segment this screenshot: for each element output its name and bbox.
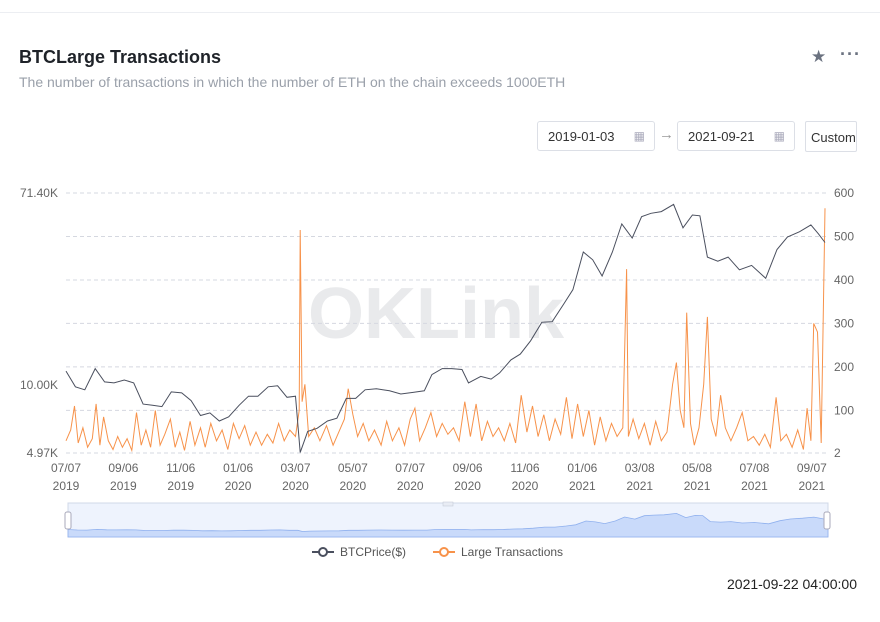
x-tick-label: 09/06: [108, 461, 138, 475]
x-tick-year-label: 2021: [684, 479, 711, 493]
y-right-tick-label: 400: [834, 273, 854, 287]
start-date-input[interactable]: 2019-01-03 ▦: [537, 121, 655, 151]
x-tick-label: 07/07: [395, 461, 425, 475]
series-btc-price: [65, 203, 826, 453]
custom-button[interactable]: Custom: [805, 121, 857, 152]
end-date-input[interactable]: 2021-09-21 ▦: [677, 121, 795, 151]
page-title: BTCLarge Transactions: [19, 47, 222, 67]
legend-label: Large Transactions: [461, 545, 564, 559]
x-tick-label: 01/06: [223, 461, 253, 475]
y-left-tick-label: 10.00K: [20, 378, 58, 392]
x-tick-year-label: 2020: [397, 479, 424, 493]
x-tick-label: 11/06: [166, 461, 195, 475]
y-left-tick-label: 71.40K: [20, 186, 58, 200]
x-tick-label: 09/07: [797, 461, 827, 475]
range-arrow: →: [659, 126, 674, 143]
navigator[interactable]: [64, 501, 831, 538]
x-tick-label: 07/07: [51, 461, 81, 475]
y-right-tick-label: 300: [834, 316, 854, 330]
navigator-area: [67, 512, 829, 538]
end-date-value: 2021-09-21: [688, 129, 755, 144]
navigator-drag-handle[interactable]: [442, 501, 454, 507]
x-tick-year-label: 2019: [110, 479, 137, 493]
legend-label: BTCPrice($): [340, 545, 407, 559]
x-tick-year-label: 2019: [167, 479, 194, 493]
watermark: OKLink: [308, 274, 565, 354]
y-right-tick-label: 100: [834, 403, 854, 417]
x-tick-year-label: 2021: [798, 479, 825, 493]
calendar-icon: ▦: [773, 129, 785, 143]
y-right-tick-label: 2: [834, 446, 841, 460]
x-tick-label: 09/06: [453, 461, 483, 475]
x-tick-year-label: 2020: [225, 479, 252, 493]
page-subtitle: The number of transactions in which the …: [19, 74, 566, 90]
navigator-left-handle[interactable]: [64, 511, 72, 530]
x-tick-year-label: 2021: [569, 479, 596, 493]
x-tick-year-label: 2019: [53, 479, 80, 493]
x-tick-year-label: 2021: [626, 479, 653, 493]
legend-marker-icon: [312, 547, 334, 557]
x-tick-year-label: 2020: [282, 479, 309, 493]
x-tick-label: 05/08: [682, 461, 712, 475]
legend-btc[interactable]: BTCPrice($): [312, 545, 406, 559]
y-left-tick-label: 4.97K: [27, 446, 58, 460]
x-tick-label: 11/06: [510, 461, 539, 475]
x-tick-year-label: 2020: [454, 479, 481, 493]
star-icon[interactable]: ★: [811, 47, 827, 66]
series-large-transactions: [65, 208, 826, 453]
x-tick-label: 01/06: [567, 461, 597, 475]
timestamp: 2021-09-22 04:00:00: [727, 576, 857, 592]
calendar-icon: ▦: [633, 129, 645, 143]
top-divider: [0, 12, 880, 13]
legend-marker-icon: [433, 547, 455, 557]
y-right-tick-label: 600: [834, 186, 854, 200]
legend-large-transactions[interactable]: Large Transactions: [433, 545, 563, 559]
navigator-right-handle[interactable]: [823, 511, 831, 530]
x-tick-year-label: 2021: [741, 479, 768, 493]
x-tick-label: 07/08: [739, 461, 769, 475]
start-date-value: 2019-01-03: [548, 129, 615, 144]
x-tick-label: 03/07: [280, 461, 310, 475]
y-right-tick-label: 500: [834, 229, 854, 243]
more-icon[interactable]: ···: [840, 44, 861, 64]
y-right-tick-label: 200: [834, 360, 854, 374]
x-tick-year-label: 2020: [340, 479, 367, 493]
x-tick-label: 05/07: [338, 461, 368, 475]
x-tick-label: 03/08: [625, 461, 655, 475]
x-tick-year-label: 2020: [512, 479, 539, 493]
